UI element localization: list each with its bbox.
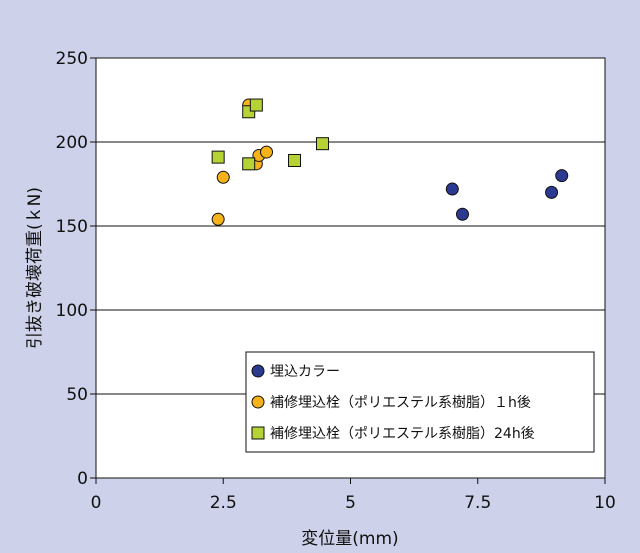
legend-label-2: 補修埋込栓（ポリエステル系樹脂）１h後 — [270, 395, 531, 411]
x-tick-label: 7.5 — [464, 493, 491, 513]
legend-marker-3 — [251, 426, 265, 440]
x-axis-label: 変位量(mm) — [301, 529, 398, 549]
x-tick-label: 0 — [91, 493, 102, 513]
data-point-series-2 — [211, 212, 225, 226]
legend-marker-1 — [251, 364, 265, 378]
legend-label-3: 補修埋込栓（ポリエステル系樹脂）24h後 — [270, 426, 535, 442]
data-point-series-3 — [242, 157, 256, 171]
legend-marker-2 — [251, 395, 265, 409]
data-point-series-3 — [316, 137, 330, 151]
legend-box — [245, 351, 595, 453]
data-point-series-2 — [216, 170, 230, 184]
data-point-series-1 — [445, 182, 459, 196]
data-points — [211, 98, 569, 226]
data-point-series-3 — [211, 150, 225, 164]
y-tick-label: 150 — [56, 217, 88, 237]
y-tick-label: 250 — [56, 49, 88, 69]
y-tick-label: 200 — [56, 133, 88, 153]
y-axis-label: 引抜き破壊荷重(ｋN) — [25, 187, 45, 349]
data-point-series-1 — [455, 207, 469, 221]
y-tick-label: 100 — [56, 301, 88, 321]
data-point-series-3 — [288, 153, 302, 167]
x-tick-label: 10 — [594, 493, 616, 513]
y-tick-label: 50 — [66, 385, 88, 405]
tick-labels: 0 50 100 150 200 250 0 2.5 5 7.5 10 — [56, 49, 616, 513]
y-tick-label: 0 — [77, 469, 88, 489]
legend-label-1: 埋込カラー — [270, 364, 340, 380]
data-point-series-2 — [260, 145, 274, 159]
data-point-series-3 — [249, 98, 263, 112]
data-point-series-1 — [545, 185, 559, 199]
x-tick-label: 5 — [345, 493, 356, 513]
legend: 埋込カラー補修埋込栓（ポリエステル系樹脂）１h後補修埋込栓（ポリエステル系樹脂）… — [245, 351, 595, 453]
x-tick-label: 2.5 — [210, 493, 237, 513]
data-point-series-1 — [555, 169, 569, 183]
